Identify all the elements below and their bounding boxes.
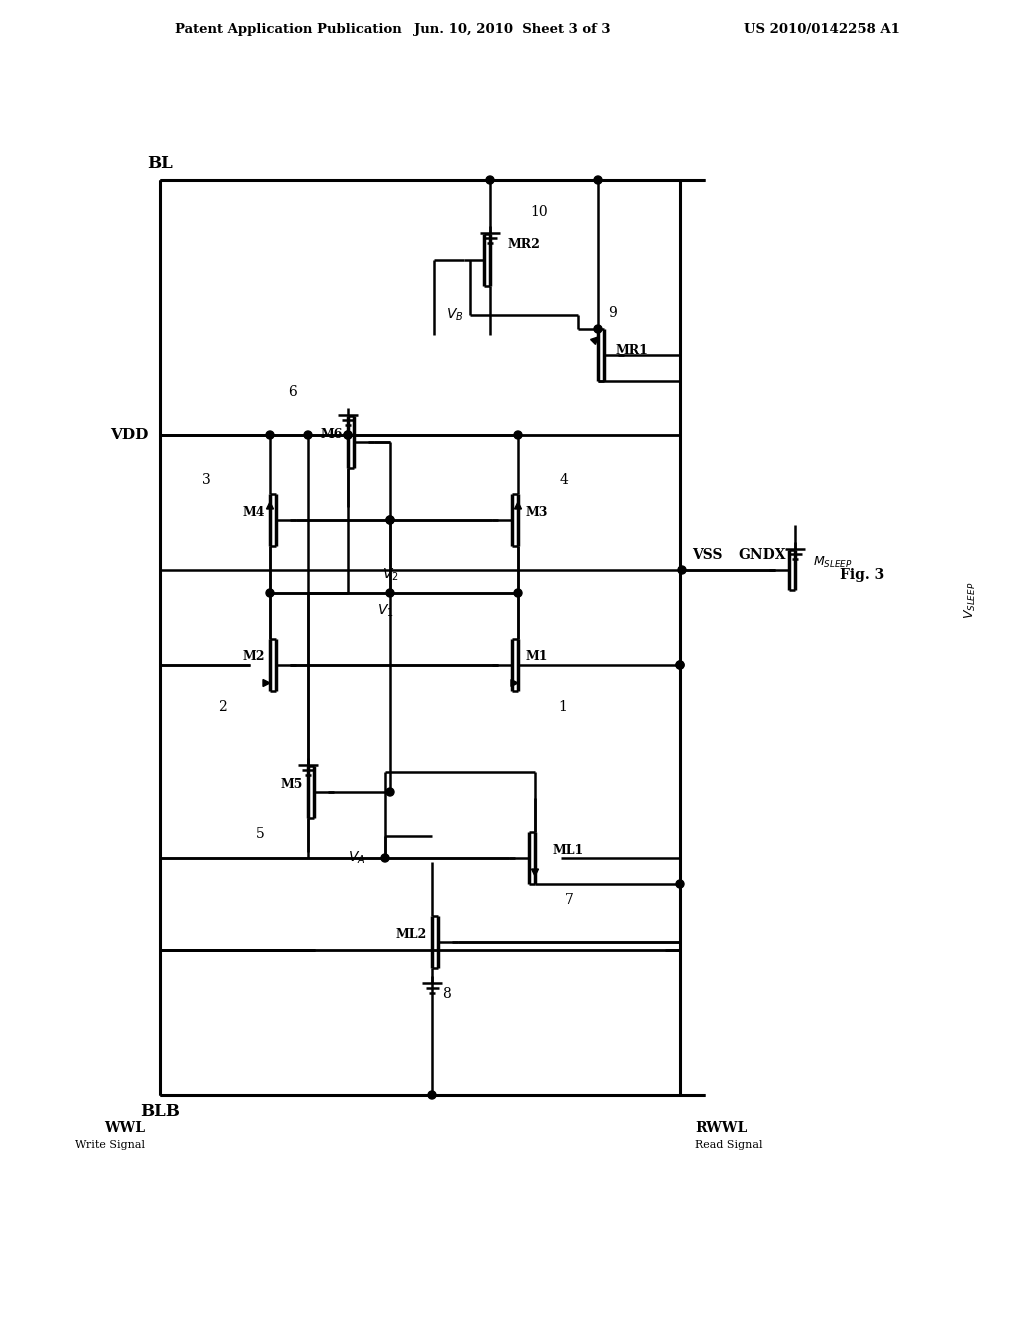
Text: Fig. 3: Fig. 3	[840, 568, 885, 582]
Text: $V_2$: $V_2$	[382, 566, 398, 583]
Circle shape	[386, 589, 394, 597]
Text: $V_{SLEEP}$: $V_{SLEEP}$	[963, 581, 978, 619]
Text: US 2010/0142258 A1: US 2010/0142258 A1	[744, 24, 900, 37]
Polygon shape	[511, 680, 518, 686]
Text: 1: 1	[558, 700, 567, 714]
Text: ML2: ML2	[395, 928, 427, 940]
Text: M2: M2	[243, 651, 265, 664]
Circle shape	[266, 589, 274, 597]
Text: ML1: ML1	[553, 843, 585, 857]
Text: Write Signal: Write Signal	[75, 1140, 145, 1150]
Text: 8: 8	[442, 987, 451, 1001]
Polygon shape	[263, 680, 270, 686]
Circle shape	[304, 432, 312, 440]
Circle shape	[386, 788, 394, 796]
Circle shape	[266, 432, 274, 440]
Circle shape	[594, 176, 602, 183]
Text: $V_1$: $V_1$	[377, 603, 393, 619]
Text: 3: 3	[202, 473, 211, 487]
Circle shape	[381, 854, 389, 862]
Text: 4: 4	[560, 473, 569, 487]
Text: M6: M6	[321, 428, 343, 441]
Circle shape	[676, 661, 684, 669]
Text: BLB: BLB	[140, 1104, 180, 1121]
Text: M1: M1	[526, 651, 549, 664]
Text: 9: 9	[608, 306, 616, 319]
Polygon shape	[514, 502, 521, 510]
Text: $V_B$: $V_B$	[446, 306, 464, 323]
Polygon shape	[531, 869, 539, 876]
Circle shape	[514, 432, 522, 440]
Text: $V_A$: $V_A$	[347, 850, 365, 866]
Circle shape	[428, 1092, 436, 1100]
Text: 10: 10	[530, 205, 548, 219]
Circle shape	[678, 566, 686, 574]
Text: M5: M5	[281, 777, 303, 791]
Circle shape	[676, 661, 684, 669]
Text: Patent Application Publication: Patent Application Publication	[175, 24, 401, 37]
Text: 6: 6	[288, 385, 297, 399]
Text: 5: 5	[256, 828, 265, 841]
Text: MR2: MR2	[508, 239, 541, 252]
Text: VSS: VSS	[692, 548, 723, 562]
Circle shape	[594, 325, 602, 333]
Circle shape	[486, 176, 494, 183]
Circle shape	[514, 589, 522, 597]
Text: RWWL: RWWL	[695, 1121, 748, 1135]
Polygon shape	[266, 502, 273, 510]
Text: M4: M4	[243, 506, 265, 519]
Text: MR1: MR1	[616, 343, 649, 356]
Polygon shape	[591, 337, 598, 345]
Text: 2: 2	[218, 700, 226, 714]
Text: Jun. 10, 2010  Sheet 3 of 3: Jun. 10, 2010 Sheet 3 of 3	[414, 24, 610, 37]
Text: GNDX: GNDX	[738, 548, 785, 562]
Circle shape	[676, 880, 684, 888]
Text: M3: M3	[526, 506, 549, 519]
Circle shape	[344, 432, 352, 440]
Text: WWL: WWL	[104, 1121, 145, 1135]
Circle shape	[386, 516, 394, 524]
Circle shape	[386, 516, 394, 524]
Text: $M_{SLEEP}$: $M_{SLEEP}$	[813, 554, 853, 569]
Text: Read Signal: Read Signal	[695, 1140, 763, 1150]
Text: VDD: VDD	[110, 428, 148, 442]
Text: 7: 7	[565, 894, 573, 907]
Circle shape	[344, 432, 352, 440]
Text: BL: BL	[147, 154, 173, 172]
